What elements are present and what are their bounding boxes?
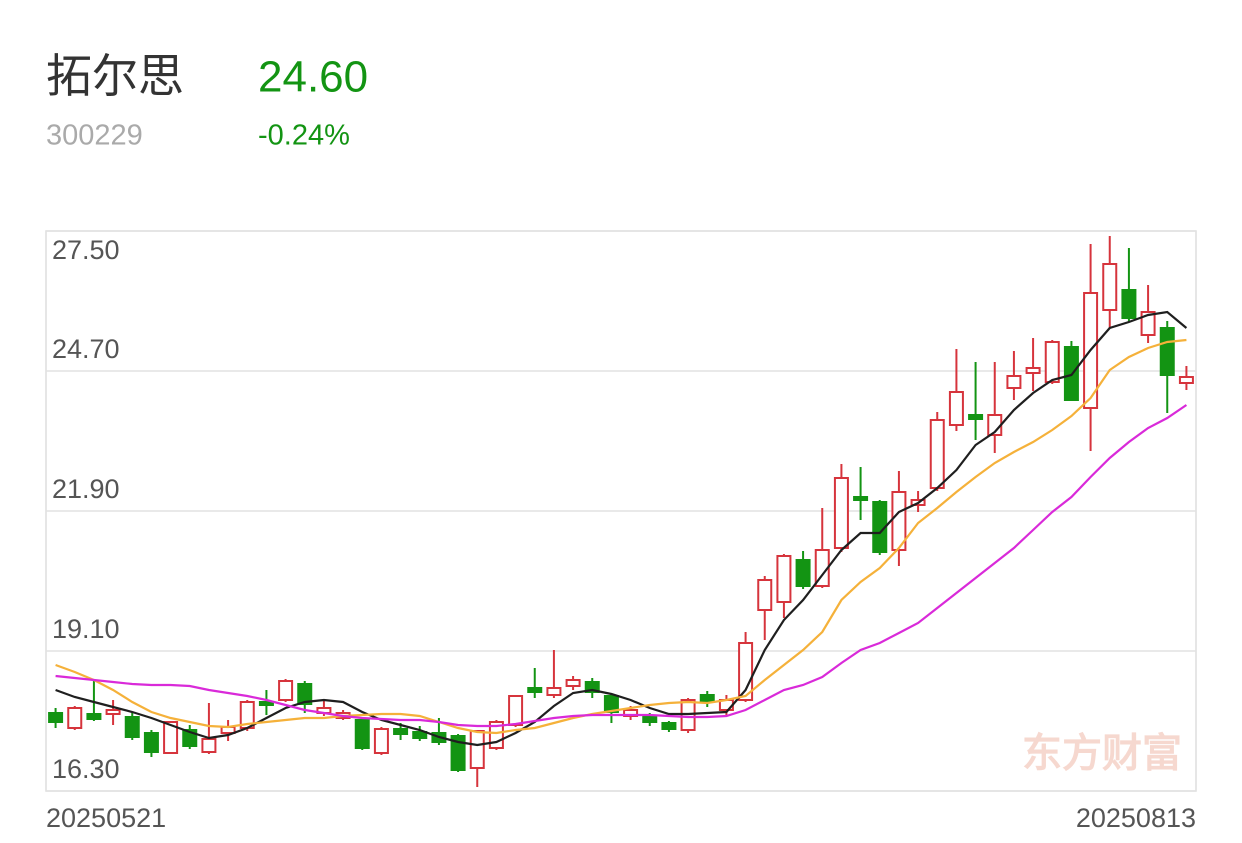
y-tick-label: 21.90: [52, 474, 120, 504]
candle-body: [929, 419, 945, 489]
candle-body: [1140, 311, 1156, 336]
candle-body: [642, 715, 658, 723]
candle-body: [258, 701, 274, 706]
candle-body: [1178, 376, 1194, 384]
candle-body: [393, 728, 409, 735]
candle-body: [1006, 375, 1022, 389]
candle-body: [278, 680, 294, 701]
candle-body: [163, 721, 179, 754]
candle-body: [661, 722, 677, 730]
candle-body: [124, 716, 140, 738]
moving-average-line: [55, 310, 1188, 747]
candle-body: [584, 681, 600, 693]
y-tick-label: 16.30: [52, 754, 120, 784]
candle-body: [968, 414, 984, 420]
candle-body: [1025, 367, 1041, 374]
price-change: -0.24%: [258, 120, 350, 152]
candle-body: [546, 687, 562, 696]
moving-average-line: [55, 404, 1188, 728]
candle-body: [373, 728, 389, 754]
candle-body: [469, 730, 485, 769]
candle-body: [354, 719, 370, 749]
candle-body: [1121, 289, 1137, 319]
candle-body: [412, 731, 428, 739]
candle-body: [297, 683, 313, 705]
candle-body: [853, 496, 869, 501]
candle-body: [833, 477, 849, 549]
candle-body: [795, 559, 811, 587]
candle-body: [891, 491, 907, 551]
stock-price: 24.60: [258, 53, 368, 102]
candle-body: [48, 712, 64, 723]
stock-code: 300229: [46, 120, 143, 152]
candle-body: [143, 732, 159, 753]
candle-body: [1044, 341, 1060, 383]
candle-body: [201, 738, 217, 753]
candle-body: [105, 709, 121, 715]
candle-body: [1102, 263, 1118, 311]
candle-body: [699, 694, 715, 703]
candle-body: [1159, 327, 1175, 376]
candle-body: [508, 695, 524, 726]
x-tick-label: 20250813: [1076, 803, 1196, 833]
watermark: 东方财富: [1022, 732, 1182, 776]
candle-body: [86, 713, 102, 720]
candle-body: [565, 679, 581, 687]
stock-name: 拓尔思: [46, 50, 184, 102]
y-tick-label: 27.50: [52, 235, 120, 265]
x-tick-label: 20250521: [46, 803, 166, 833]
candle-body: [776, 555, 792, 603]
y-tick-label: 19.10: [52, 614, 120, 644]
candle-body: [527, 687, 543, 693]
moving-average-line: [55, 338, 1187, 735]
candle-body: [67, 707, 83, 729]
candle-body: [450, 735, 466, 771]
candle-body: [948, 391, 964, 426]
y-tick-label: 24.70: [52, 334, 120, 364]
candle-body: [757, 579, 773, 611]
